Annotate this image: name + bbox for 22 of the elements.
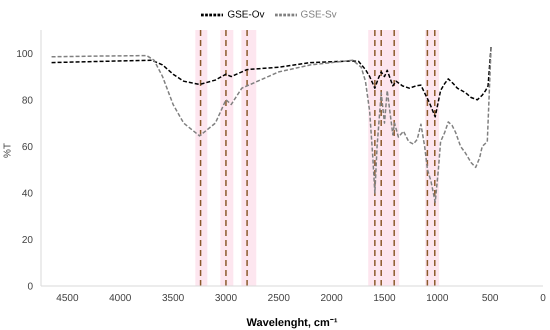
x-tick-label: 1500: [373, 293, 396, 304]
y-tick-label: 60: [22, 142, 34, 153]
y-tick-label: 40: [22, 188, 34, 200]
legend-label: GSE-Sv: [300, 10, 337, 21]
y-axis-title: %T: [2, 143, 14, 158]
legend-label: GSE-Ov: [227, 10, 265, 21]
x-tick-label: 0: [540, 293, 546, 304]
x-tick-label: 3000: [214, 293, 238, 304]
x-axis-title: Wavelenght, cm⁻¹: [246, 317, 338, 329]
y-tick-label: 100: [16, 48, 34, 60]
x-tick-label: 3500: [162, 293, 185, 304]
line-series: [50, 46, 492, 203]
y-tick-label: 0: [27, 282, 34, 293]
y-tick-label: 80: [22, 95, 34, 106]
x-tick-label: 2500: [268, 293, 290, 304]
y-tick-label: 20: [22, 235, 34, 246]
x-tick-label: 500: [482, 293, 499, 304]
x-tick-label: 1000: [426, 293, 449, 304]
x-tick-label: 2000: [320, 293, 344, 304]
line-series: [50, 46, 492, 118]
x-tick-label: 4000: [109, 293, 132, 304]
x-tick-label: 4500: [56, 293, 79, 304]
